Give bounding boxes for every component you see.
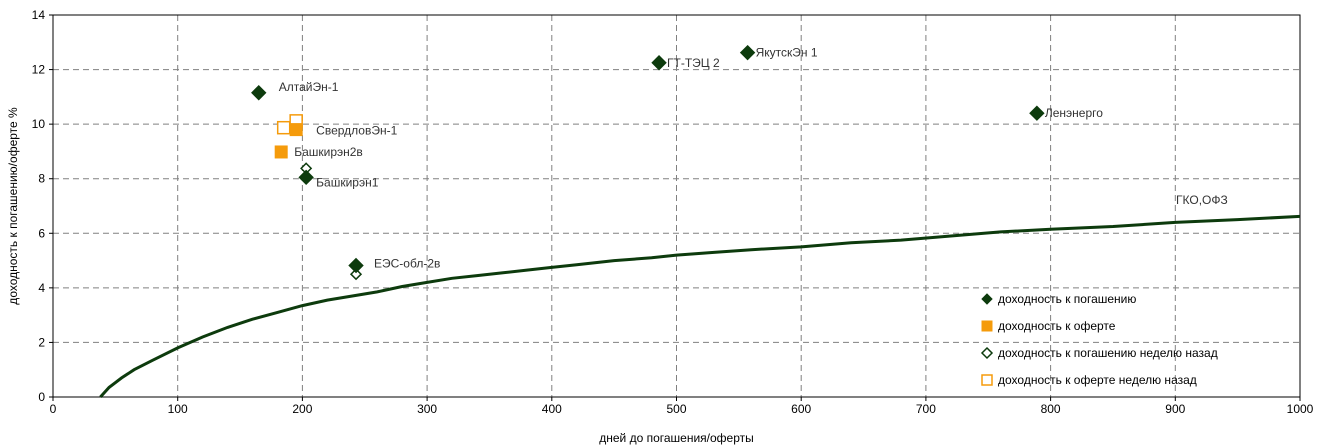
x-tick-label: 500 bbox=[666, 402, 686, 416]
x-tick-label: 400 bbox=[542, 402, 562, 416]
x-axis-ticks: 0 100 200 300 400 500 600 700 800 900 1000 bbox=[50, 397, 1314, 416]
point-label: АлтайЭн-1 bbox=[279, 80, 339, 94]
legend-marker bbox=[981, 374, 993, 386]
x-tick-label: 800 bbox=[1041, 402, 1061, 416]
point-marker bbox=[274, 145, 288, 159]
y-tick-label: 0 bbox=[38, 390, 45, 404]
y-tick-label: 8 bbox=[38, 172, 45, 186]
y-tick-label: 12 bbox=[32, 63, 46, 77]
legend-label: доходность к погашению bbox=[998, 292, 1136, 306]
x-tick-label: 200 bbox=[292, 402, 312, 416]
x-tick-label: 100 bbox=[168, 402, 188, 416]
point-marker bbox=[276, 120, 291, 135]
point-marker bbox=[349, 268, 363, 281]
point-marker bbox=[251, 85, 267, 101]
curve-label: ГКО,ОФЗ bbox=[1176, 193, 1228, 207]
legend: доходность к погашению доходность к оферт… bbox=[980, 292, 1218, 387]
y-tick-label: 6 bbox=[38, 226, 45, 240]
y-tick-label: 2 bbox=[38, 335, 45, 349]
legend-marker bbox=[981, 320, 993, 332]
point-label: Башкирэн2в bbox=[294, 145, 363, 159]
y-axis-title: доходность к погашению/оферте % bbox=[6, 107, 20, 305]
point-marker bbox=[348, 257, 364, 274]
legend-label: доходность к оферте bbox=[998, 319, 1116, 333]
x-axis-title: дней до погашения/оферты bbox=[599, 431, 754, 445]
legend-marker bbox=[981, 293, 993, 305]
x-tick-label: 900 bbox=[1165, 402, 1185, 416]
point-label: ЕЭС-обл-2в bbox=[374, 256, 440, 270]
x-tick-label: 600 bbox=[791, 402, 811, 416]
point-label: ЯкутскЭн 1 bbox=[756, 46, 818, 60]
y-tick-label: 4 bbox=[38, 281, 45, 295]
x-tick-label: 300 bbox=[417, 402, 437, 416]
point-marker bbox=[1029, 105, 1045, 121]
point-marker bbox=[739, 44, 756, 61]
y-axis-ticks: 0 2 4 6 8 10 12 14 bbox=[32, 8, 53, 404]
data-points: АлтайЭн-1 Башкирэн1 ЕЭС-обл-2в ГТ-ТЭЦ 2 Якут… bbox=[251, 44, 1103, 281]
grid-lines bbox=[53, 15, 1300, 397]
point-label: Ленэнерго bbox=[1045, 106, 1103, 120]
legend-marker bbox=[980, 346, 994, 360]
x-tick-label: 700 bbox=[916, 402, 936, 416]
legend-label: доходность к погашению неделю назад bbox=[998, 346, 1218, 360]
point-marker bbox=[651, 55, 667, 71]
curve-line bbox=[99, 214, 1301, 399]
point-label: Башкирэн1 bbox=[316, 175, 379, 189]
point-label: ГТ-ТЭЦ 2 bbox=[667, 56, 720, 70]
point-marker bbox=[298, 169, 314, 186]
legend-label: доходность к оферте неделю назад bbox=[998, 373, 1197, 387]
y-tick-label: 14 bbox=[32, 8, 46, 22]
x-tick-label: 0 bbox=[50, 402, 57, 416]
point-label: СвердловЭн-1 bbox=[316, 124, 397, 138]
y-tick-label: 10 bbox=[32, 117, 46, 131]
point-marker bbox=[289, 123, 303, 137]
x-tick-label: 1000 bbox=[1287, 402, 1314, 416]
